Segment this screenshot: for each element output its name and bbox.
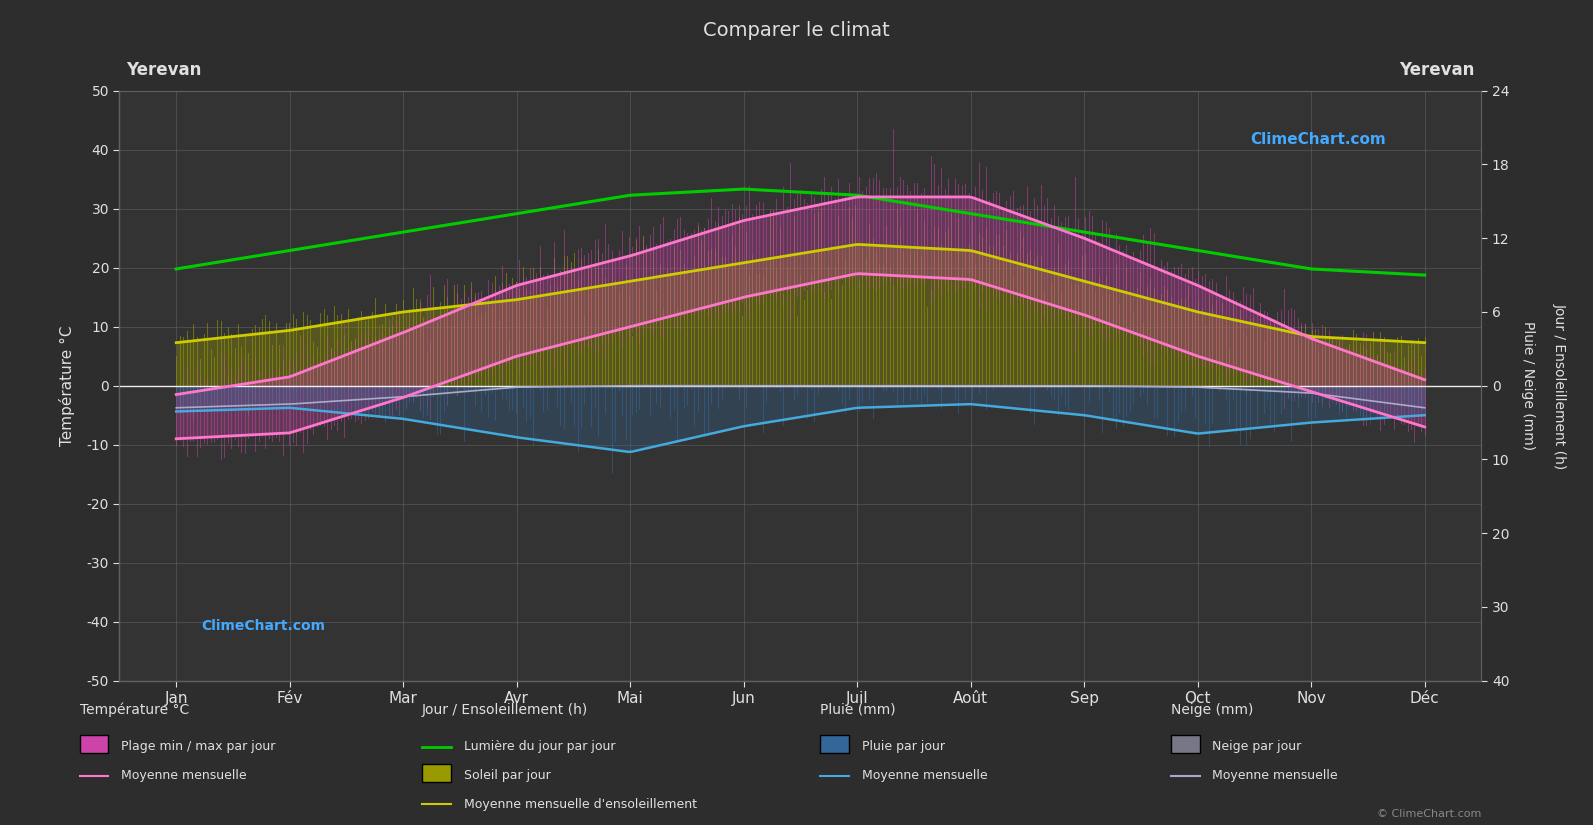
Text: Température °C: Température °C <box>80 702 190 717</box>
Text: ClimeChart.com: ClimeChart.com <box>1251 132 1386 147</box>
Text: Lumière du jour par jour: Lumière du jour par jour <box>464 740 615 753</box>
Text: ClimeChart.com: ClimeChart.com <box>201 620 325 634</box>
Text: Comparer le climat: Comparer le climat <box>703 21 890 40</box>
Text: Yerevan: Yerevan <box>1399 61 1475 79</box>
Text: Soleil par jour: Soleil par jour <box>464 769 550 782</box>
Text: Neige par jour: Neige par jour <box>1212 740 1301 753</box>
Text: Neige (mm): Neige (mm) <box>1171 703 1254 717</box>
Y-axis label: Température °C: Température °C <box>59 325 75 446</box>
Text: Pluie (mm): Pluie (mm) <box>820 703 895 717</box>
Text: © ClimeChart.com: © ClimeChart.com <box>1376 808 1481 818</box>
Text: Moyenne mensuelle: Moyenne mensuelle <box>1212 769 1338 782</box>
Y-axis label: Jour / Ensoleillement (h)

Pluie / Neige (mm): Jour / Ensoleillement (h) Pluie / Neige … <box>1521 303 1568 469</box>
Text: Moyenne mensuelle: Moyenne mensuelle <box>862 769 988 782</box>
Text: Jour / Ensoleillement (h): Jour / Ensoleillement (h) <box>422 703 588 717</box>
Text: Pluie par jour: Pluie par jour <box>862 740 945 753</box>
Text: Plage min / max par jour: Plage min / max par jour <box>121 740 276 753</box>
Text: Yerevan: Yerevan <box>126 61 202 79</box>
Text: Moyenne mensuelle: Moyenne mensuelle <box>121 769 247 782</box>
Text: Moyenne mensuelle d'ensoleillement: Moyenne mensuelle d'ensoleillement <box>464 798 696 811</box>
